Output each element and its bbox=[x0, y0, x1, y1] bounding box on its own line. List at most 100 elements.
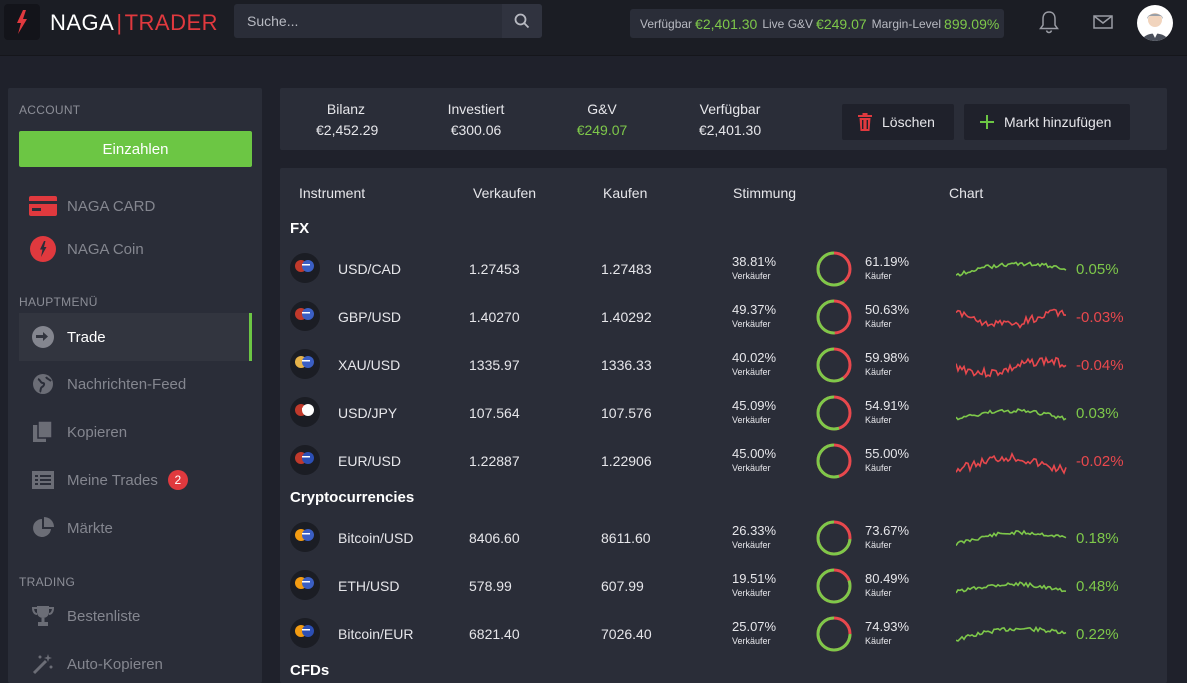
table-row[interactable]: USD/JPY 107.564 107.576 45.09% Verkäufer 54.9… bbox=[280, 389, 1167, 437]
buy-price[interactable]: 107.576 bbox=[601, 405, 652, 421]
table-row[interactable]: GBP/USD 1.40270 1.40292 49.37% Verkäufer 50.6… bbox=[280, 293, 1167, 341]
sidebar-item-trade[interactable]: Trade bbox=[19, 313, 252, 361]
market-table: Instrument Verkaufen Kaufen Stimmung Cha… bbox=[280, 168, 1167, 683]
price-chart[interactable] bbox=[955, 347, 1068, 386]
instrument-symbol[interactable]: Bitcoin/EUR bbox=[338, 626, 414, 642]
deposit-button[interactable]: Einzahlen bbox=[19, 131, 252, 167]
buyer-percent: 80.49% bbox=[865, 571, 910, 586]
naga-logo-icon[interactable] bbox=[4, 4, 40, 40]
price-change: 0.03% bbox=[1076, 405, 1119, 422]
sparkline-path bbox=[955, 451, 1067, 475]
sparkline-path bbox=[955, 625, 1067, 642]
buy-price[interactable]: 8611.60 bbox=[601, 530, 651, 546]
sidebar-item-leaderboard[interactable]: Bestenliste bbox=[19, 592, 252, 640]
table-row[interactable]: EUR/USD 1.22887 1.22906 45.00% Verkäufer 55.0… bbox=[280, 437, 1167, 485]
sell-price[interactable]: 1.40270 bbox=[469, 309, 520, 325]
card-icon bbox=[19, 196, 67, 216]
sparkline-chart bbox=[955, 581, 1067, 594]
instrument-flag-icon bbox=[290, 397, 320, 427]
column-header-instrument[interactable]: Instrument bbox=[299, 185, 366, 201]
sentiment-ring bbox=[816, 299, 852, 335]
buyer-label: Käufer bbox=[865, 636, 892, 646]
sidebar-item-naga-card[interactable]: NAGA CARD bbox=[19, 182, 252, 230]
group-title: CFDs bbox=[290, 662, 330, 679]
sidebar-item-auto-copy[interactable]: Auto-Kopieren bbox=[19, 640, 252, 683]
delete-button[interactable]: Löschen bbox=[842, 104, 954, 140]
price-chart[interactable] bbox=[955, 443, 1068, 482]
table-row[interactable]: XAU/USD 1335.97 1336.33 40.02% Verkäufer 59.9… bbox=[280, 341, 1167, 389]
logo-trader-text: TRADER bbox=[124, 10, 219, 35]
sell-price[interactable]: 1335.97 bbox=[469, 357, 520, 373]
table-row[interactable]: Bitcoin/USD 8406.60 8611.60 26.33% Verkäufer… bbox=[280, 514, 1167, 562]
instrument-flag-icon bbox=[290, 445, 320, 475]
sell-price[interactable]: 1.22887 bbox=[469, 453, 520, 469]
delete-label: Löschen bbox=[882, 114, 935, 130]
sell-price[interactable]: 6821.40 bbox=[469, 626, 520, 642]
buy-price[interactable]: 1336.33 bbox=[601, 357, 652, 373]
sentiment-indicator bbox=[814, 614, 854, 657]
instrument-symbol[interactable]: EUR/USD bbox=[338, 453, 402, 469]
seller-sentiment: 38.81% Verkäufer bbox=[732, 254, 776, 281]
available-label: Verfügbar bbox=[699, 101, 761, 117]
instrument-symbol[interactable]: ETH/USD bbox=[338, 578, 400, 594]
seller-sentiment: 45.00% Verkäufer bbox=[732, 446, 776, 473]
price-chart[interactable] bbox=[955, 520, 1068, 559]
instrument-symbol[interactable]: GBP/USD bbox=[338, 309, 402, 325]
sentiment-indicator bbox=[814, 393, 854, 436]
price-chart[interactable] bbox=[955, 299, 1068, 338]
buyer-label: Käufer bbox=[865, 319, 892, 329]
buy-price[interactable]: 1.22906 bbox=[601, 453, 652, 469]
sell-price[interactable]: 8406.60 bbox=[469, 530, 520, 546]
table-row[interactable]: ETH/USD 578.99 607.99 19.51% Verkäufer 80.49%… bbox=[280, 562, 1167, 610]
sidebar-item-label: Nachrichten-Feed bbox=[67, 375, 187, 393]
mail-icon[interactable] bbox=[1093, 14, 1113, 33]
sidebar-item-label: Kopieren bbox=[67, 423, 128, 441]
table-row[interactable]: USD/CAD 1.27453 1.27483 38.81% Verkäufer 61.1… bbox=[280, 245, 1167, 293]
margin-level-value: 899.09% bbox=[944, 15, 1000, 32]
sidebar-item-label: Märkte bbox=[67, 519, 113, 537]
sentiment-ring bbox=[816, 251, 852, 287]
price-chart[interactable] bbox=[955, 251, 1068, 290]
sidebar-item-label: Auto-Kopieren bbox=[67, 655, 163, 673]
table-row[interactable]: Bitcoin/EUR 6821.40 7026.40 25.07% Verkäufer… bbox=[280, 610, 1167, 658]
sidebar-item-my-trades[interactable]: Meine Trades 2 bbox=[19, 456, 252, 504]
buy-price[interactable]: 7026.40 bbox=[601, 626, 652, 642]
buy-price[interactable]: 1.27483 bbox=[601, 261, 652, 277]
sell-price[interactable]: 1.27453 bbox=[469, 261, 520, 277]
buyer-label: Käufer bbox=[865, 463, 892, 473]
price-change: 0.48% bbox=[1076, 578, 1119, 595]
sidebar-item-naga-coin[interactable]: NAGA Coin bbox=[19, 225, 252, 273]
buy-price[interactable]: 1.40292 bbox=[601, 309, 652, 325]
seller-percent: 40.02% bbox=[732, 350, 777, 365]
instrument-symbol[interactable]: USD/JPY bbox=[338, 405, 398, 421]
sidebar-item-markets[interactable]: Märkte bbox=[19, 504, 252, 552]
price-chart[interactable] bbox=[955, 395, 1068, 434]
price-chart[interactable] bbox=[955, 568, 1068, 607]
instrument-symbol[interactable]: Bitcoin/USD bbox=[338, 530, 414, 546]
column-header-sentiment[interactable]: Stimmung bbox=[733, 185, 797, 201]
instrument-symbol[interactable]: USD/CAD bbox=[338, 261, 402, 277]
instrument-flag-icon bbox=[290, 522, 320, 552]
sidebar-item-news-feed[interactable]: Nachrichten-Feed bbox=[19, 360, 252, 408]
price-chart[interactable] bbox=[955, 616, 1068, 655]
column-header-buy[interactable]: Kaufen bbox=[603, 185, 648, 201]
plus-icon bbox=[980, 115, 994, 129]
sell-price[interactable]: 107.564 bbox=[469, 405, 520, 421]
account-summary[interactable]: Verfügbar €2,401.30 Live G&V €249.07 Margi… bbox=[630, 9, 1004, 38]
group-title: FX bbox=[290, 220, 310, 237]
column-header-sell[interactable]: Verkaufen bbox=[473, 185, 537, 201]
sell-price[interactable]: 578.99 bbox=[469, 578, 512, 594]
sentiment-ring-buyers bbox=[816, 395, 852, 431]
search-input[interactable] bbox=[234, 4, 504, 38]
buyer-sentiment: 55.00% Käufer bbox=[865, 446, 909, 473]
buy-price[interactable]: 607.99 bbox=[601, 578, 644, 594]
instrument-symbol[interactable]: XAU/USD bbox=[338, 357, 401, 373]
search-button[interactable] bbox=[502, 4, 542, 38]
sidebar-item-copy[interactable]: Kopieren bbox=[19, 408, 252, 456]
bell-icon[interactable] bbox=[1038, 10, 1060, 37]
price-change: 0.18% bbox=[1076, 530, 1119, 547]
add-market-button[interactable]: Markt hinzufügen bbox=[964, 104, 1130, 140]
app-logo[interactable]: NAGA|TRADER bbox=[50, 10, 218, 36]
invested-label: Investiert bbox=[447, 101, 505, 117]
avatar[interactable] bbox=[1137, 5, 1173, 41]
